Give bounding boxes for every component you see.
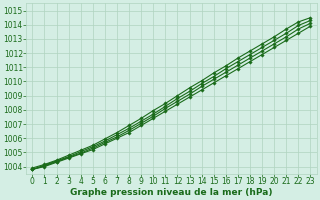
X-axis label: Graphe pression niveau de la mer (hPa): Graphe pression niveau de la mer (hPa) <box>70 188 273 197</box>
